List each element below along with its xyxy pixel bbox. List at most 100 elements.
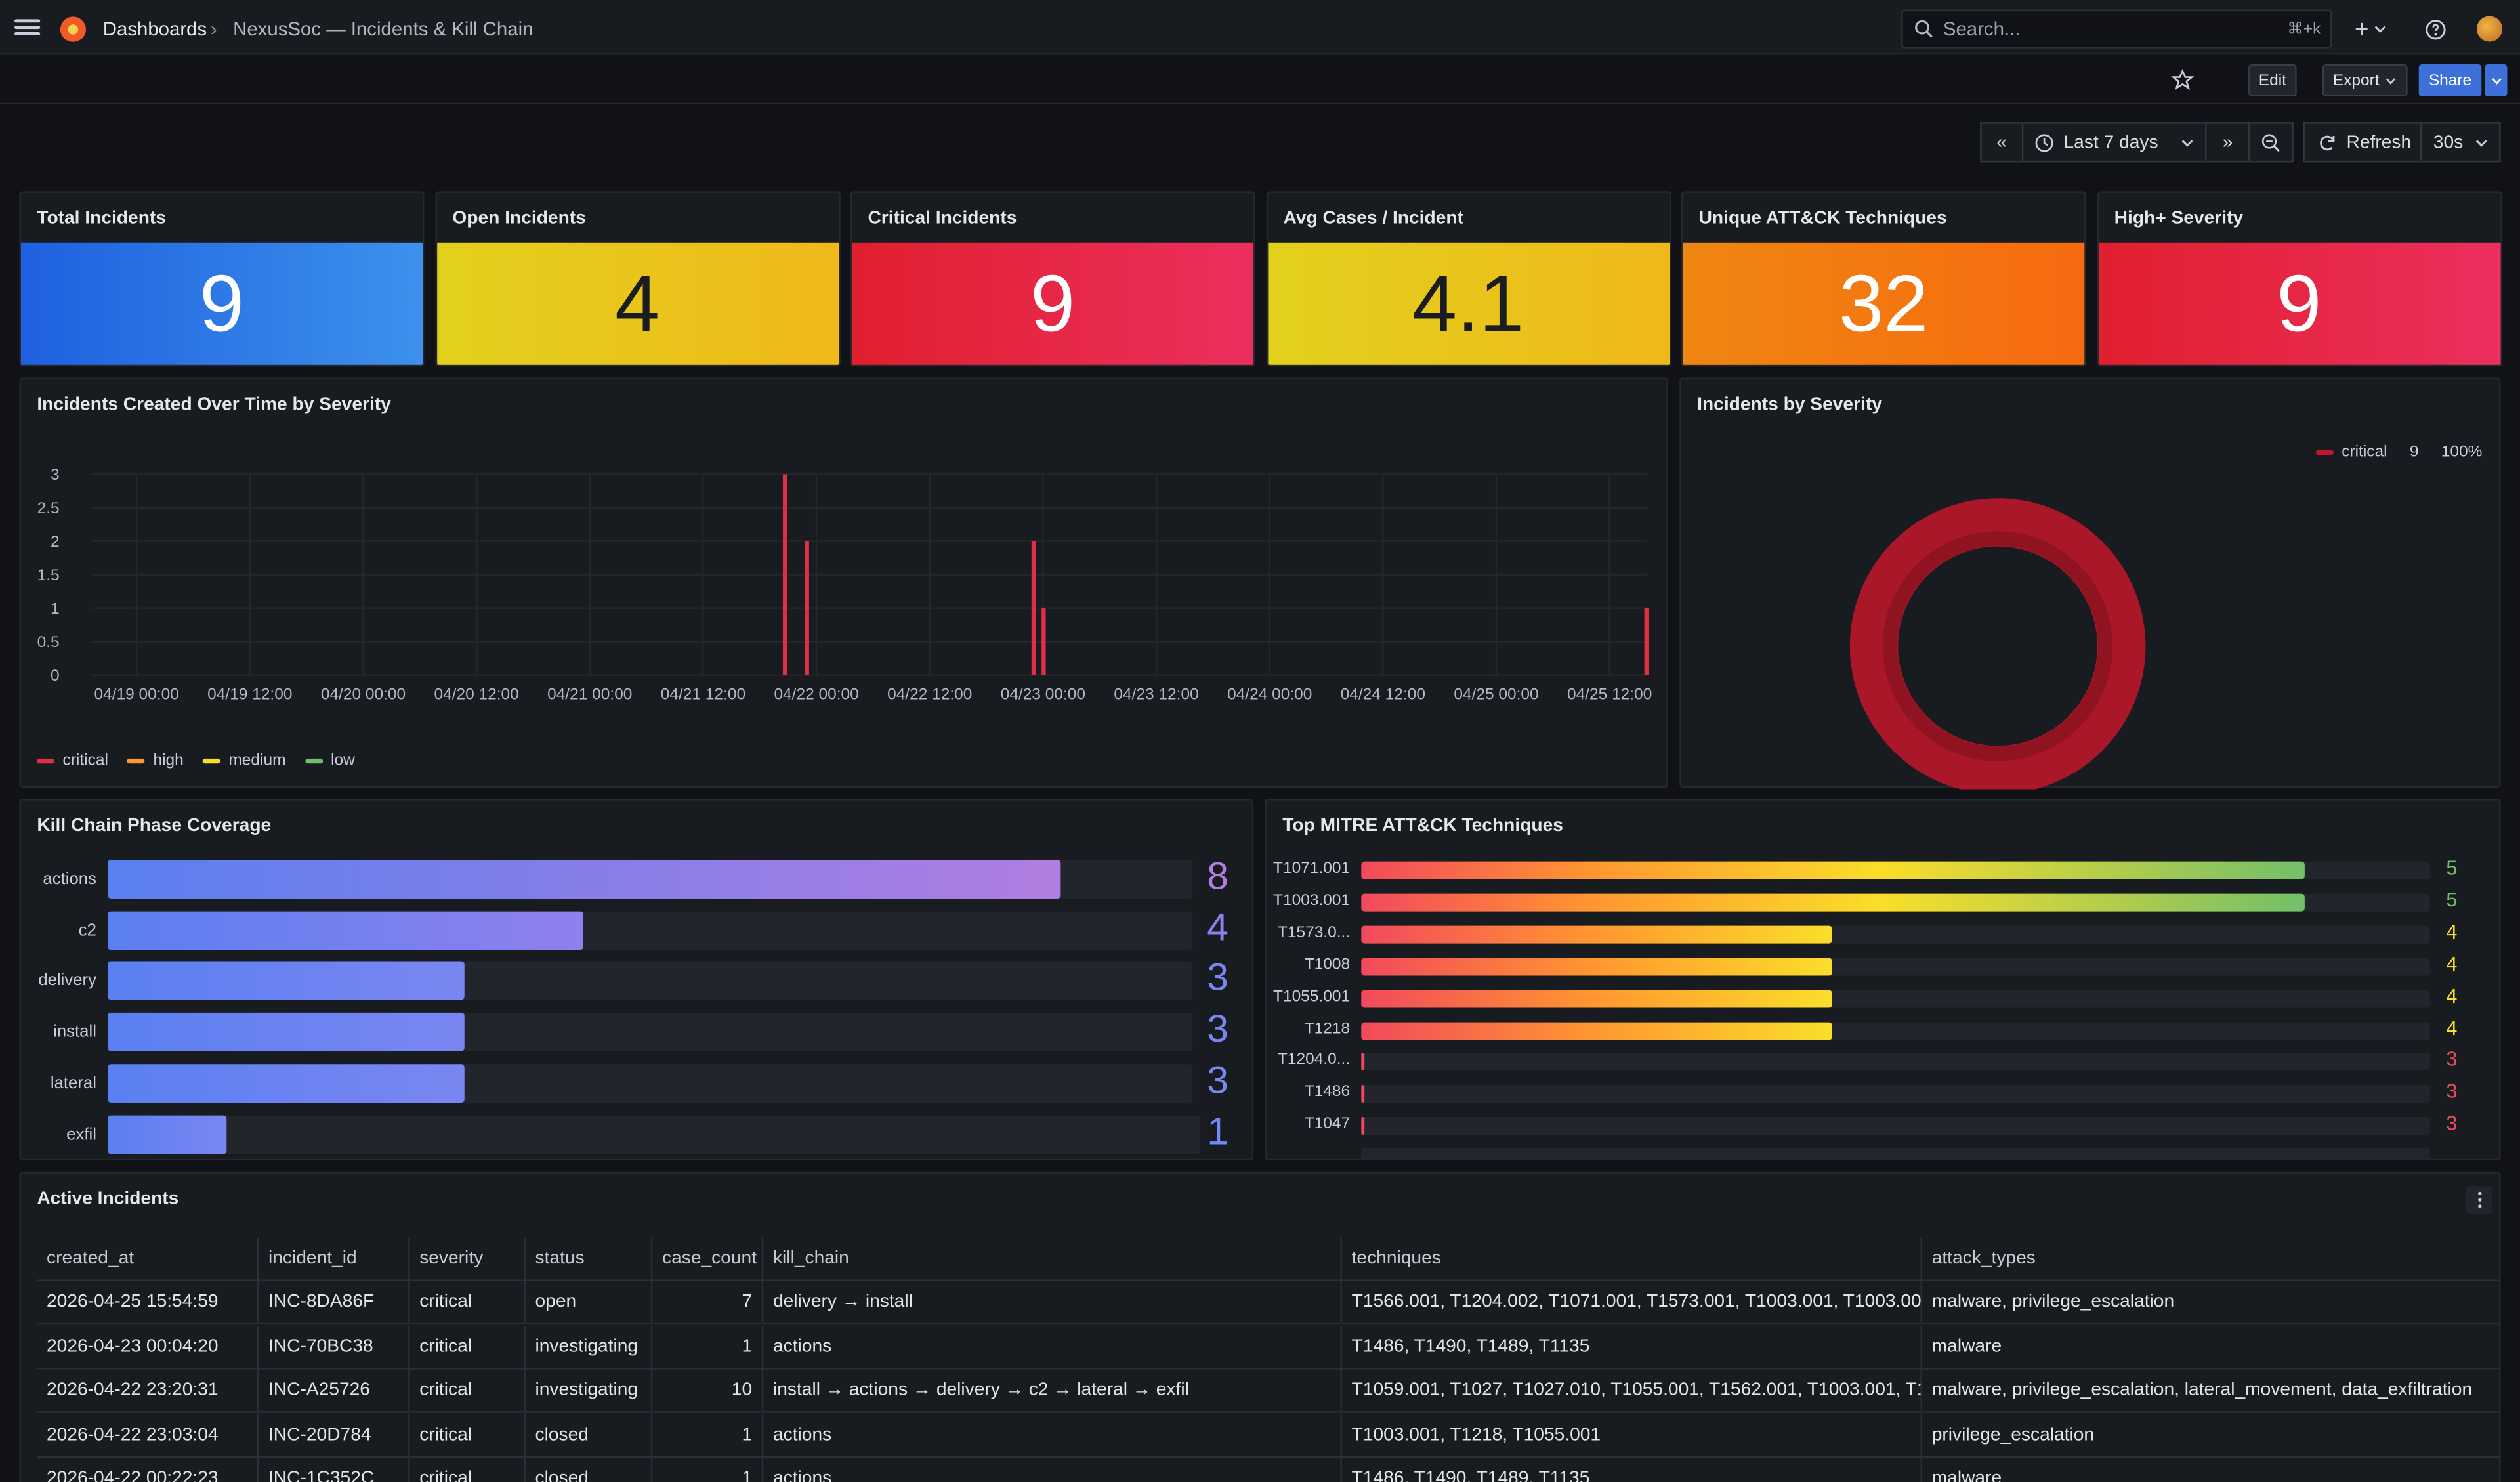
column-header-techniques[interactable]: techniques: [1342, 1237, 1923, 1281]
legend-item-medium[interactable]: medium: [203, 752, 286, 771]
cell-incident_id: INC-A25726: [259, 1369, 410, 1413]
x-tick-label: 04/19 12:00: [207, 685, 292, 703]
bar-value: 4: [2446, 952, 2458, 975]
table-row[interactable]: 2026-04-23 00:04:20 INC-70BC38 critical inv…: [37, 1325, 2500, 1369]
cell-severity: critical: [410, 1325, 526, 1369]
table-row[interactable]: 2026-04-22 23:20:31 INC-A25726 critical inv…: [37, 1369, 2500, 1413]
bar-value: 3: [2446, 1080, 2458, 1103]
legend-value: 9: [2409, 443, 2419, 461]
legend-item-low[interactable]: low: [304, 752, 355, 770]
time-shift-forward-button[interactable]: »: [2205, 122, 2250, 163]
bar-value: 3: [1207, 1007, 1228, 1051]
bar-critical: [1031, 541, 1036, 675]
column-header-case_count[interactable]: case_count: [652, 1237, 764, 1281]
bar-critical: [1644, 608, 1648, 675]
cell-kill_chain: delivery → install: [763, 1281, 1342, 1324]
breadcrumb-dashboards[interactable]: Dashboards: [102, 17, 207, 41]
y-tick-label: 3: [51, 466, 60, 484]
stat-title: Open Incidents: [452, 209, 586, 228]
legend-swatch: [2316, 450, 2334, 455]
menu-icon[interactable]: [14, 16, 41, 38]
legend-label: medium: [228, 752, 286, 771]
x-tick-label: 04/22 12:00: [887, 685, 972, 703]
pie-legend-item[interactable]: critical 9 100%: [2316, 444, 2482, 461]
share-button[interactable]: Share: [2418, 64, 2482, 96]
stat-title: Total Incidents: [37, 209, 166, 228]
cell-attack_types: malware: [1922, 1325, 2499, 1368]
stat-value: 9: [2098, 242, 2500, 365]
bar-label: install: [53, 1022, 96, 1042]
chevron-down-icon: [2181, 139, 2193, 146]
bar-value: 4: [2446, 920, 2458, 944]
cell-techniques: T1003.001, T1218, T1055.001: [1342, 1413, 1923, 1458]
kill-chain-panel: Kill Chain Phase Coverage actions 8 c2 4 del…: [19, 799, 1254, 1161]
column-header-attack_types[interactable]: attack_types: [1922, 1238, 2499, 1281]
export-button[interactable]: Export: [2322, 64, 2408, 96]
help-icon[interactable]: [2424, 18, 2446, 40]
grafana-logo-icon[interactable]: [59, 14, 87, 42]
table-row[interactable]: 2026-04-22 23:03:04 INC-20D784 critical clo…: [37, 1413, 2500, 1458]
column-header-status[interactable]: status: [526, 1237, 653, 1281]
breadcrumb-separator: ›: [210, 17, 217, 41]
bar-value: 4: [2446, 984, 2458, 1007]
bar-track: [1361, 1053, 2430, 1071]
cell-techniques: T1059.001, T1027, T1027.010, T1055.001, …: [1342, 1369, 1923, 1413]
bar-label: T1486: [1304, 1084, 1351, 1102]
refresh-button[interactable]: Refresh: [2303, 122, 2422, 163]
cell-kill_chain: actions: [763, 1325, 1342, 1369]
share-options-button[interactable]: [2485, 64, 2508, 96]
bar-T1486: [1361, 1085, 1365, 1103]
bar-label: lateral: [50, 1073, 96, 1093]
time-shift-back-button[interactable]: «: [1980, 122, 2024, 163]
panel-title: Incidents Created Over Time by Severity: [37, 395, 391, 415]
cell-attack_types: malware: [1922, 1458, 2499, 1482]
zoom-out-icon: [2261, 133, 2280, 152]
cell-severity: critical: [410, 1281, 526, 1324]
column-header-incident_id[interactable]: incident_id: [259, 1237, 410, 1281]
chevron-down-icon: [2374, 26, 2386, 33]
cell-created_at: 2026-04-25 15:54:59: [37, 1281, 259, 1324]
incidents-by-severity-panel: Incidents by Severity critical 9 100%: [1679, 377, 2501, 790]
donut-slice-critical[interactable]: [1849, 498, 2146, 790]
bar-critical: [1041, 608, 1046, 675]
bar-actions: [108, 860, 1061, 899]
active-incidents-panel: Active Incidents created_at incident_id se…: [19, 1172, 2501, 1482]
table-row[interactable]: 2026-04-22 00:22:23 INC-1C352C critical clo…: [37, 1458, 2499, 1482]
cell-case_count: 1: [652, 1458, 764, 1482]
bar-T1071.001: [1361, 861, 2305, 879]
double-chevron-right-icon: »: [2222, 133, 2233, 152]
bar-exfil: [108, 1114, 227, 1154]
legend-item-critical[interactable]: critical: [37, 752, 108, 770]
cell-severity: critical: [410, 1413, 526, 1458]
stat-panel: Total Incidents 9: [19, 191, 425, 367]
legend-swatch: [127, 758, 146, 764]
column-header-severity[interactable]: severity: [410, 1237, 526, 1281]
stat-value: 9: [20, 242, 423, 365]
legend-item-high[interactable]: high: [127, 752, 184, 770]
column-header-created_at[interactable]: created_at: [37, 1237, 259, 1281]
bar-value: 3: [1207, 957, 1228, 1001]
x-tick-label: 04/23 00:00: [1001, 685, 1085, 703]
panel-menu-icon[interactable]: [2465, 1186, 2493, 1214]
chevron-down-icon: [2386, 77, 2397, 84]
bar-label: exfil: [66, 1124, 96, 1144]
search-input[interactable]: Search... ⌘+k: [1901, 9, 2332, 49]
table-row[interactable]: 2026-04-25 15:54:59 INC-8DA86F critical ope…: [37, 1281, 2500, 1324]
bar-critical: [782, 474, 788, 675]
bar-label: T1047: [1304, 1116, 1351, 1134]
panel-title: Incidents by Severity: [1697, 395, 1882, 415]
column-header-kill_chain[interactable]: kill_chain: [763, 1237, 1342, 1281]
y-tick-label: 0: [51, 667, 60, 685]
time-range-picker[interactable]: Last 7 days: [2021, 122, 2207, 163]
edit-button[interactable]: Edit: [2248, 64, 2297, 96]
legend-label: critical: [62, 752, 108, 771]
star-icon[interactable]: [2170, 68, 2194, 92]
cell-status: open: [526, 1281, 653, 1324]
zoom-out-button[interactable]: [2248, 122, 2294, 163]
refresh-interval-picker[interactable]: 30s: [2420, 122, 2501, 163]
user-avatar[interactable]: [2476, 16, 2503, 42]
cell-created_at: 2026-04-22 00:22:23: [37, 1458, 259, 1482]
donut-slice-shade: [1883, 531, 2113, 761]
bar-c2: [108, 910, 585, 950]
add-new-button[interactable]: +: [2349, 15, 2391, 43]
